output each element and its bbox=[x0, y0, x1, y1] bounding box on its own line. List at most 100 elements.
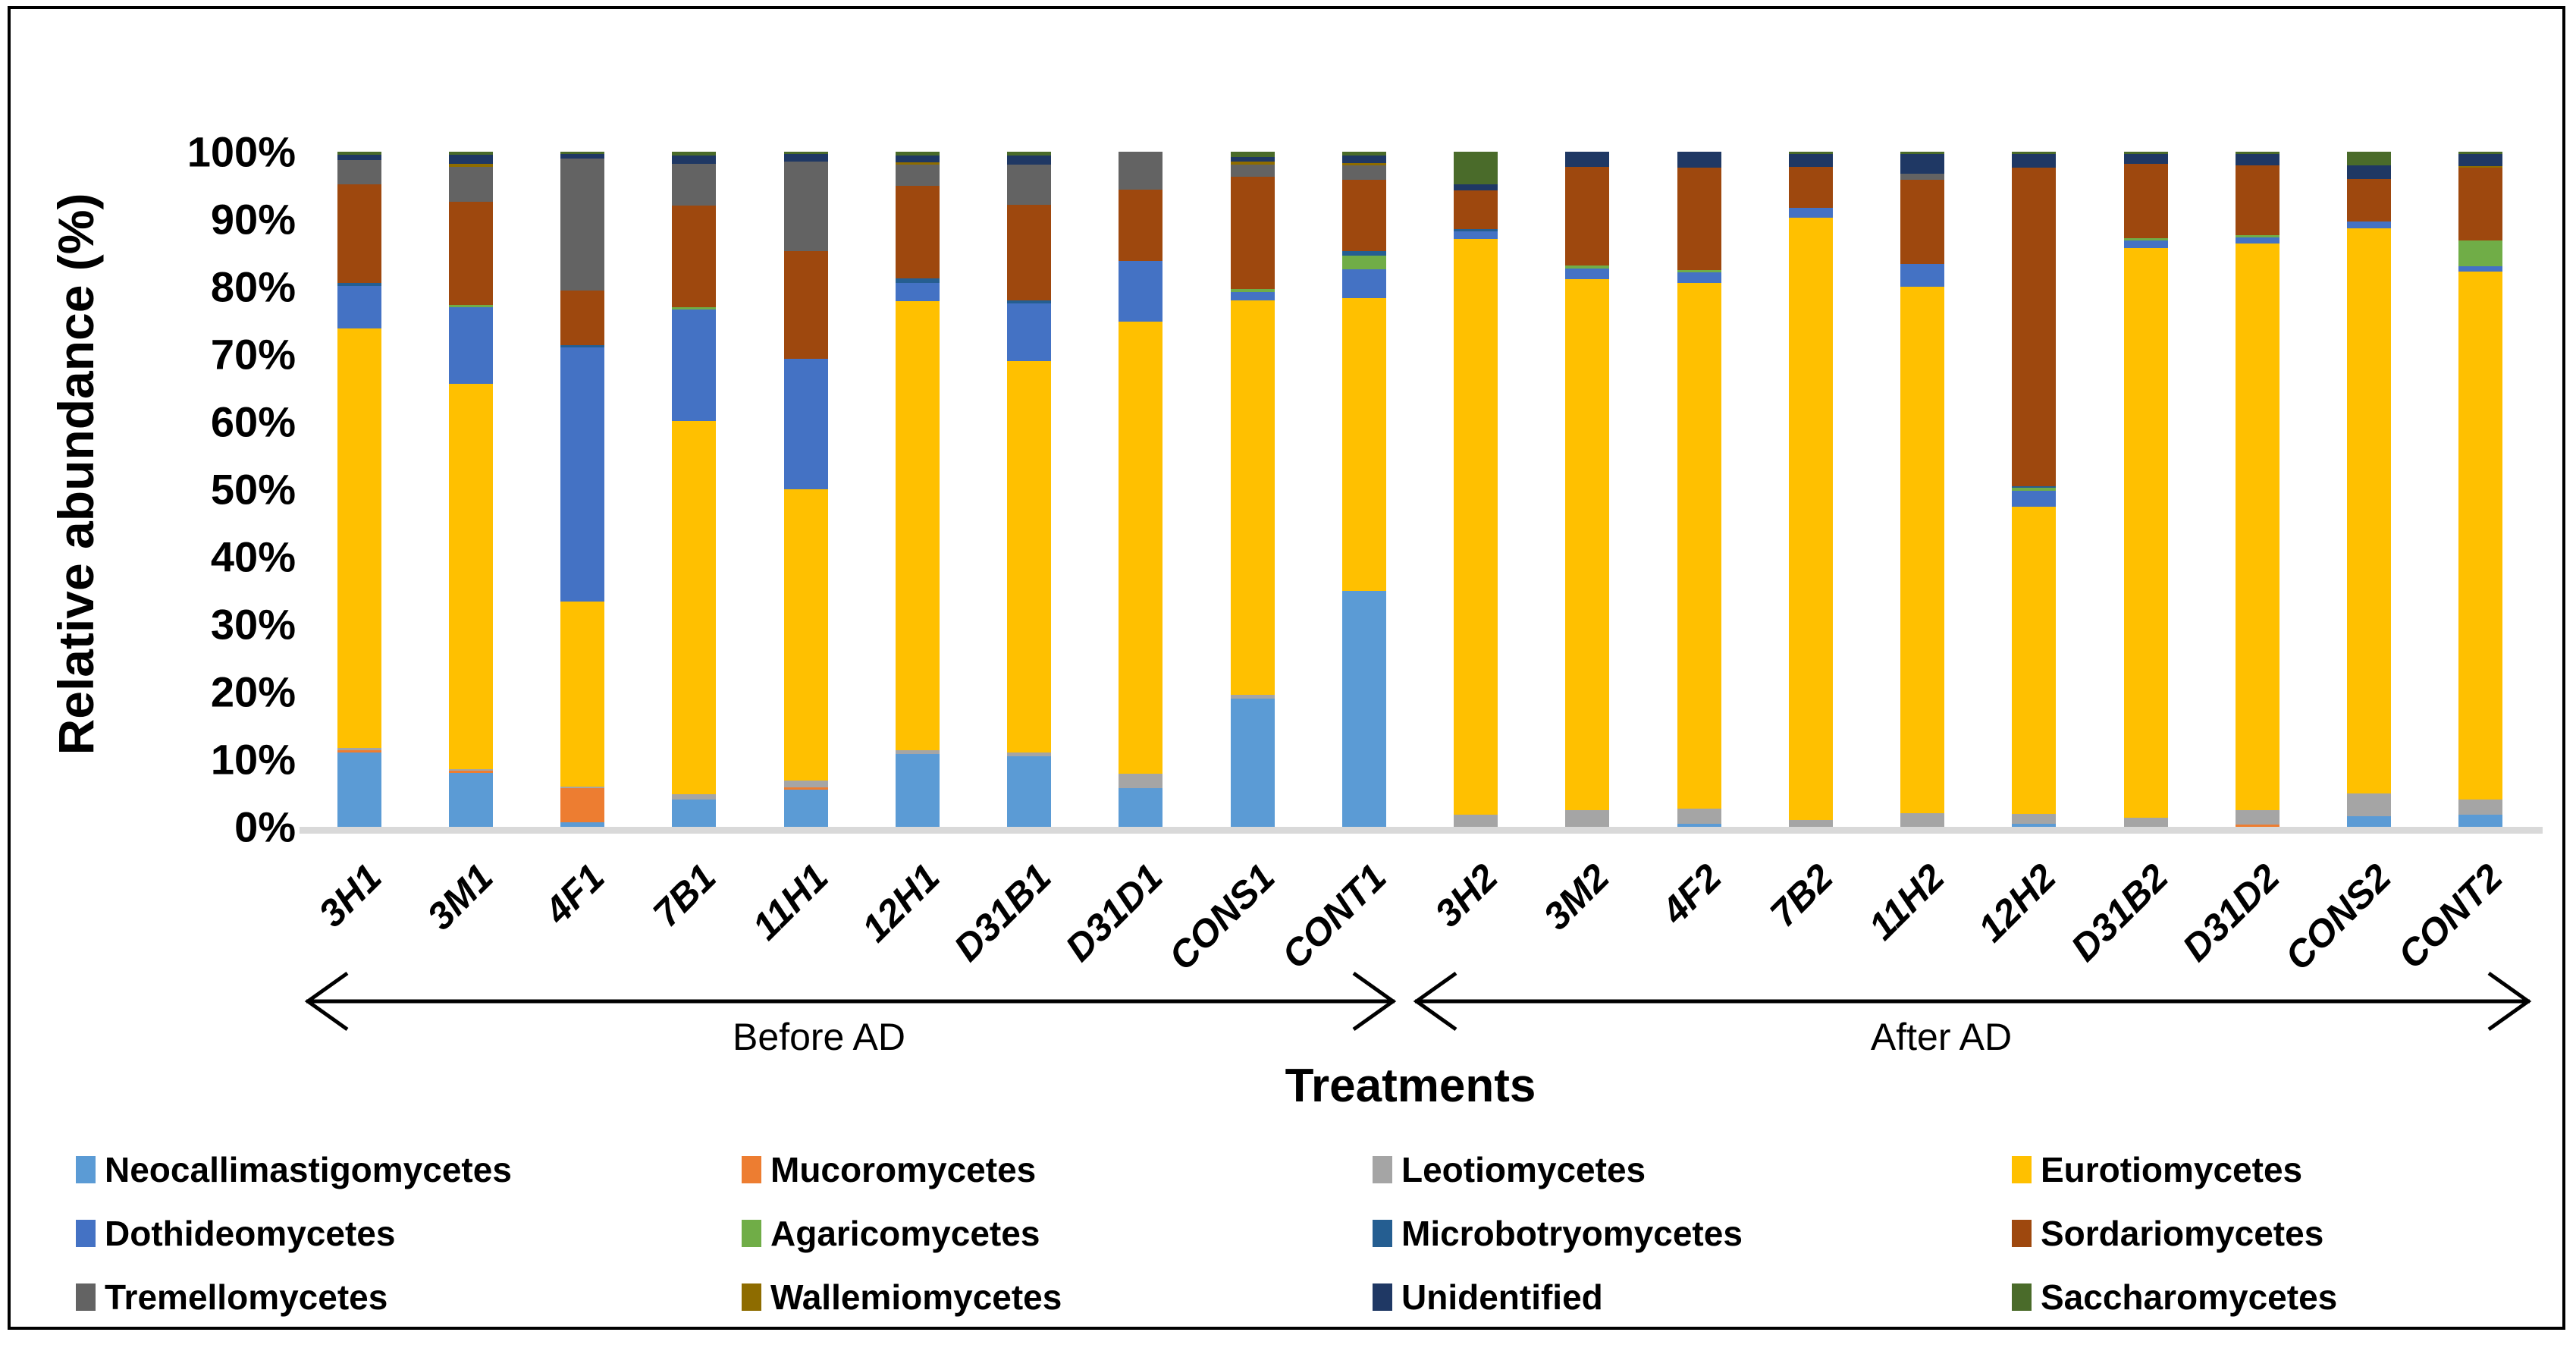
segment-Saccharomycetes bbox=[1341, 152, 1386, 156]
x-axis-baseline bbox=[300, 827, 2543, 834]
segment-Unidentified bbox=[560, 153, 605, 159]
segment-Neocallimastigomycetes bbox=[337, 752, 381, 827]
legend-swatch-Saccharomycetes bbox=[2012, 1283, 2032, 1311]
segment-Unidentified bbox=[1007, 156, 1052, 165]
legend-item-Leotiomycetes: Leotiomycetes bbox=[1373, 1138, 2012, 1202]
segment-Sordariomycetes bbox=[1230, 176, 1275, 289]
legend-item-Mucoromycetes: Mucoromycetes bbox=[742, 1138, 1373, 1202]
segment-Sordariomycetes bbox=[1565, 166, 1610, 266]
segment-Eurotiomycetes bbox=[448, 384, 493, 769]
segment-Dothideomycetes bbox=[1565, 268, 1610, 280]
segment-Tremellomycetes bbox=[560, 158, 605, 291]
legend-swatch-Leotiomycetes bbox=[1373, 1156, 1392, 1183]
segment-Saccharomycetes bbox=[560, 152, 605, 154]
segment-Leotiomycetes bbox=[2347, 793, 2392, 816]
segment-Saccharomycetes bbox=[2012, 152, 2057, 154]
segment-Dothideomycetes bbox=[895, 282, 940, 301]
segment-Eurotiomycetes bbox=[2458, 271, 2503, 800]
segment-Sordariomycetes bbox=[337, 184, 381, 283]
segment-Dothideomycetes bbox=[448, 306, 493, 385]
segment-Leotiomycetes bbox=[2235, 809, 2279, 825]
segment-Microbotryomycetes bbox=[895, 278, 940, 283]
after-ad-label: After AD bbox=[1870, 1016, 2013, 1058]
before-ad-arrow bbox=[304, 971, 1397, 1032]
stacked-bar-CONS2 bbox=[2347, 152, 2392, 827]
segment-Eurotiomycetes bbox=[2235, 243, 2279, 810]
legend-label: Eurotiomycetes bbox=[2041, 1150, 2303, 1189]
legend-label: Sordariomycetes bbox=[2041, 1214, 2324, 1253]
segment-Sordariomycetes bbox=[1454, 190, 1498, 229]
segment-Saccharomycetes bbox=[2347, 152, 2392, 165]
segment-Unidentified bbox=[2347, 165, 2392, 179]
segment-Eurotiomycetes bbox=[672, 421, 717, 795]
stacked-bar-12H1 bbox=[895, 152, 940, 827]
legend-label: Leotiomycetes bbox=[1401, 1150, 1646, 1189]
segment-Eurotiomycetes bbox=[1119, 322, 1163, 774]
legend-swatch-Tremellomycetes bbox=[76, 1283, 96, 1311]
stacked-bar-D31B2 bbox=[2123, 152, 2168, 827]
legend-label: Tremellomycetes bbox=[105, 1277, 388, 1317]
segment-Microbotryomycetes bbox=[1007, 300, 1052, 304]
segment-Leotiomycetes bbox=[1677, 808, 1721, 824]
segment-Dothideomycetes bbox=[2458, 266, 2503, 272]
segment-Agaricomycetes bbox=[1677, 269, 1721, 273]
segment-Eurotiomycetes bbox=[1788, 218, 1833, 821]
legend-label: Dothideomycetes bbox=[105, 1214, 396, 1253]
legend-swatch-Unidentified bbox=[1373, 1283, 1392, 1311]
segment-Dothideomycetes bbox=[337, 286, 381, 329]
y-tick-label: 10% bbox=[210, 735, 296, 784]
segment-Unidentified bbox=[2458, 153, 2503, 166]
segment-Tremellomycetes bbox=[1341, 165, 1386, 181]
y-tick-label: 70% bbox=[210, 330, 296, 379]
after-ad-arrow bbox=[1413, 971, 2532, 1032]
legend-swatch-Microbotryomycetes bbox=[1373, 1220, 1392, 1247]
stacked-bar-3M2 bbox=[1565, 152, 1610, 827]
legend-label: Mucoromycetes bbox=[770, 1150, 1037, 1189]
segment-Unidentified bbox=[2012, 153, 2057, 168]
y-axis-title: Relative abundance (%) bbox=[48, 193, 104, 756]
stacked-bar-3M1 bbox=[448, 152, 493, 827]
legend-label: Microbotryomycetes bbox=[1401, 1214, 1743, 1253]
x-axis-title: Treatments bbox=[1285, 1060, 1536, 1112]
segment-Eurotiomycetes bbox=[2012, 507, 2057, 815]
segment-Dothideomycetes bbox=[783, 359, 828, 490]
segment-Sordariomycetes bbox=[2123, 164, 2168, 238]
segment-Unidentified bbox=[1230, 157, 1275, 162]
segment-Microbotryomycetes bbox=[1341, 250, 1386, 256]
legend-item-Tremellomycetes: Tremellomycetes bbox=[76, 1265, 742, 1329]
segment-Neocallimastigomycetes bbox=[1007, 756, 1052, 827]
segment-Dothideomycetes bbox=[1007, 303, 1052, 361]
segment-Leotiomycetes bbox=[2012, 814, 2057, 825]
stacked-bar-7B2 bbox=[1788, 152, 1833, 827]
legend-swatch-Mucoromycetes bbox=[742, 1156, 761, 1183]
legend: Neocallimastigomycetes Mucoromycetes Leoti… bbox=[76, 1138, 2533, 1329]
segment-Dothideomycetes bbox=[1454, 231, 1498, 239]
y-tick-label: 30% bbox=[210, 600, 296, 649]
segment-Eurotiomycetes bbox=[560, 601, 605, 787]
segment-Dothideomycetes bbox=[2235, 237, 2279, 244]
segment-Unidentified bbox=[1565, 152, 1610, 167]
segment-Unidentified bbox=[448, 154, 493, 165]
segment-Mucoromycetes bbox=[337, 749, 381, 753]
legend-label: Wallemiomycetes bbox=[770, 1277, 1062, 1317]
segment-Tremellomycetes bbox=[1007, 164, 1052, 206]
segment-Neocallimastigomycetes bbox=[783, 790, 828, 827]
segment-Neocallimastigomycetes bbox=[448, 772, 493, 827]
legend-swatch-Eurotiomycetes bbox=[2012, 1156, 2032, 1183]
segment-Eurotiomycetes bbox=[1007, 360, 1052, 753]
segment-Leotiomycetes bbox=[448, 768, 493, 771]
legend-item-Neocallimastigomycetes: Neocallimastigomycetes bbox=[76, 1138, 742, 1202]
legend-swatch-Agaricomycetes bbox=[742, 1220, 761, 1247]
y-tick-label: 20% bbox=[210, 668, 296, 716]
segment-Sordariomycetes bbox=[895, 186, 940, 279]
segment-Microbotryomycetes bbox=[337, 282, 381, 287]
legend-label: Unidentified bbox=[1401, 1277, 1603, 1317]
segment-Neocallimastigomycetes bbox=[895, 753, 940, 827]
legend-item-Wallemiomycetes: Wallemiomycetes bbox=[742, 1265, 1373, 1329]
segment-Agaricomycetes bbox=[2235, 235, 2279, 238]
segment-Dothideomycetes bbox=[1900, 263, 1945, 287]
segment-Saccharomycetes bbox=[895, 152, 940, 156]
legend-swatch-Wallemiomycetes bbox=[742, 1283, 761, 1311]
segment-Dothideomycetes bbox=[2347, 221, 2392, 228]
segment-Leotiomycetes bbox=[1230, 695, 1275, 699]
